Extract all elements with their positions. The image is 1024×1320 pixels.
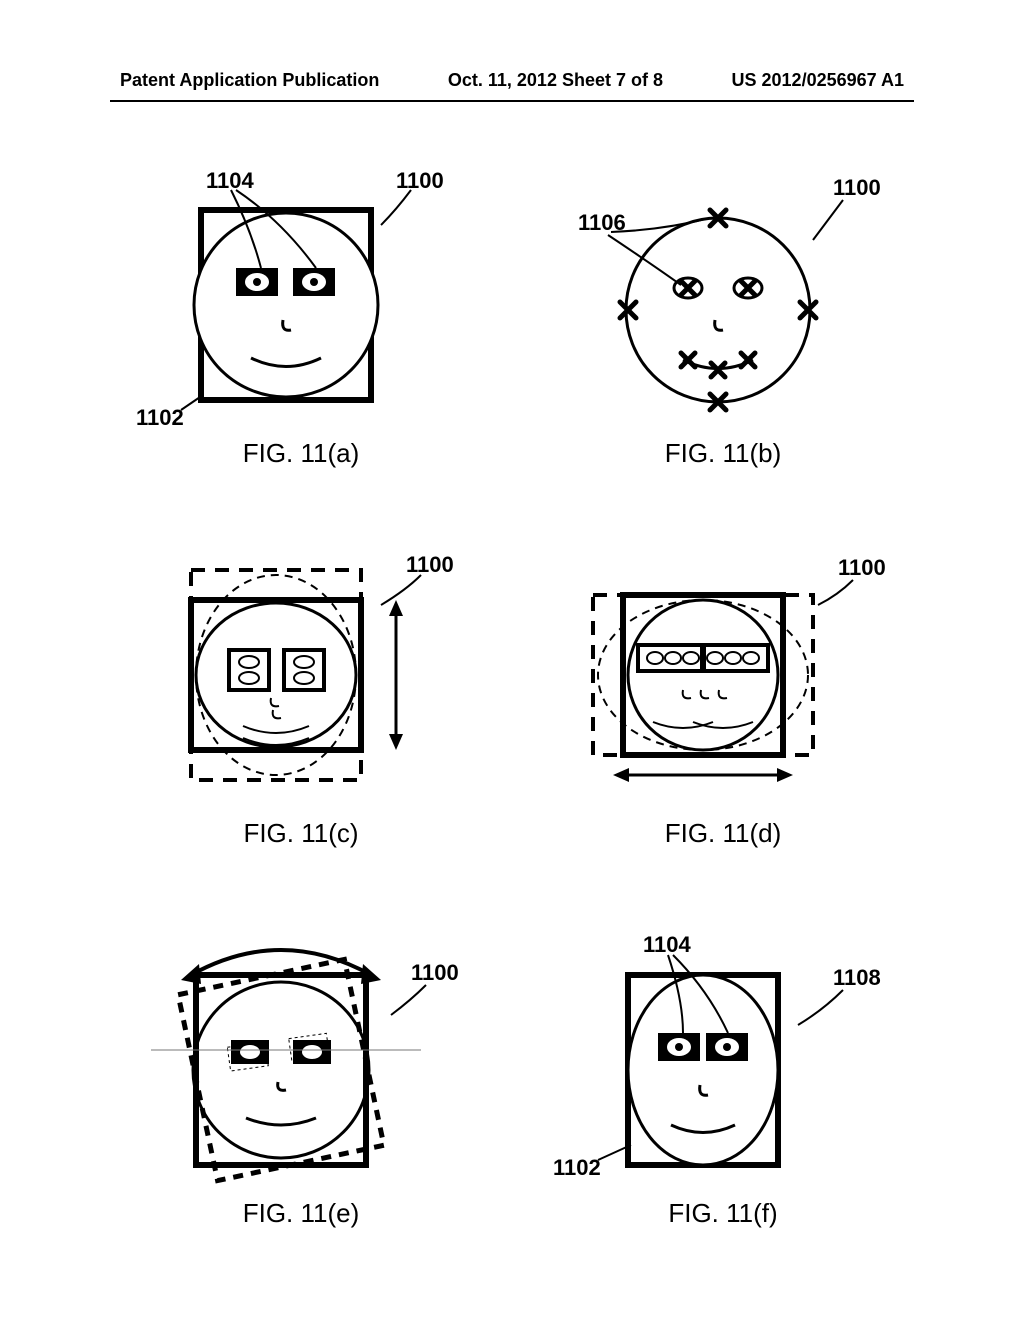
figure-11d: 1100 FIG. 11(d) [532, 550, 914, 860]
figure-11a-svg: 1104 1100 1102 [121, 170, 481, 430]
label-1100: 1100 [838, 555, 886, 580]
label-1104: 1104 [206, 170, 254, 193]
figure-11b: 1106 1100 FIG. 11(b) [532, 170, 914, 480]
label-1108: 1108 [833, 965, 881, 990]
figures-grid: 1104 1100 1102 FIG. 11(a) [110, 170, 914, 1240]
label-1102: 1102 [553, 1155, 601, 1180]
figure-11f: 1104 1108 1102 FIG. 11(f) [532, 930, 914, 1240]
caption-11d: FIG. 11(d) [665, 818, 782, 849]
label-1104: 1104 [643, 932, 691, 957]
figure-11e-svg: 1100 [121, 930, 481, 1190]
label-1100: 1100 [833, 175, 881, 200]
figure-11b-svg: 1106 1100 [543, 170, 903, 430]
figure-11c-svg: 1100 [121, 550, 481, 810]
page-header: Patent Application Publication Oct. 11, … [0, 70, 1024, 91]
caption-11a: FIG. 11(a) [243, 438, 360, 469]
header-right: US 2012/0256967 A1 [732, 70, 904, 91]
label-1102: 1102 [136, 405, 184, 430]
header-center: Oct. 11, 2012 Sheet 7 of 8 [448, 70, 663, 91]
figure-11a: 1104 1100 1102 FIG. 11(a) [110, 170, 492, 480]
caption-11f: FIG. 11(f) [668, 1198, 777, 1229]
label-1100: 1100 [411, 960, 459, 985]
caption-11e: FIG. 11(e) [243, 1198, 360, 1229]
header-rule [110, 100, 914, 102]
figure-11d-svg: 1100 [543, 550, 903, 810]
figure-11e: 1100 FIG. 11(e) [110, 930, 492, 1240]
caption-11c: FIG. 11(c) [243, 818, 358, 849]
figure-11f-svg: 1104 1108 1102 [543, 930, 903, 1190]
caption-11b: FIG. 11(b) [665, 438, 782, 469]
label-1100: 1100 [406, 552, 454, 577]
header-left: Patent Application Publication [120, 70, 379, 91]
label-1106: 1106 [578, 210, 626, 235]
label-1100: 1100 [396, 170, 444, 193]
figure-11c: 1100 FIG. 11(c) [110, 550, 492, 860]
